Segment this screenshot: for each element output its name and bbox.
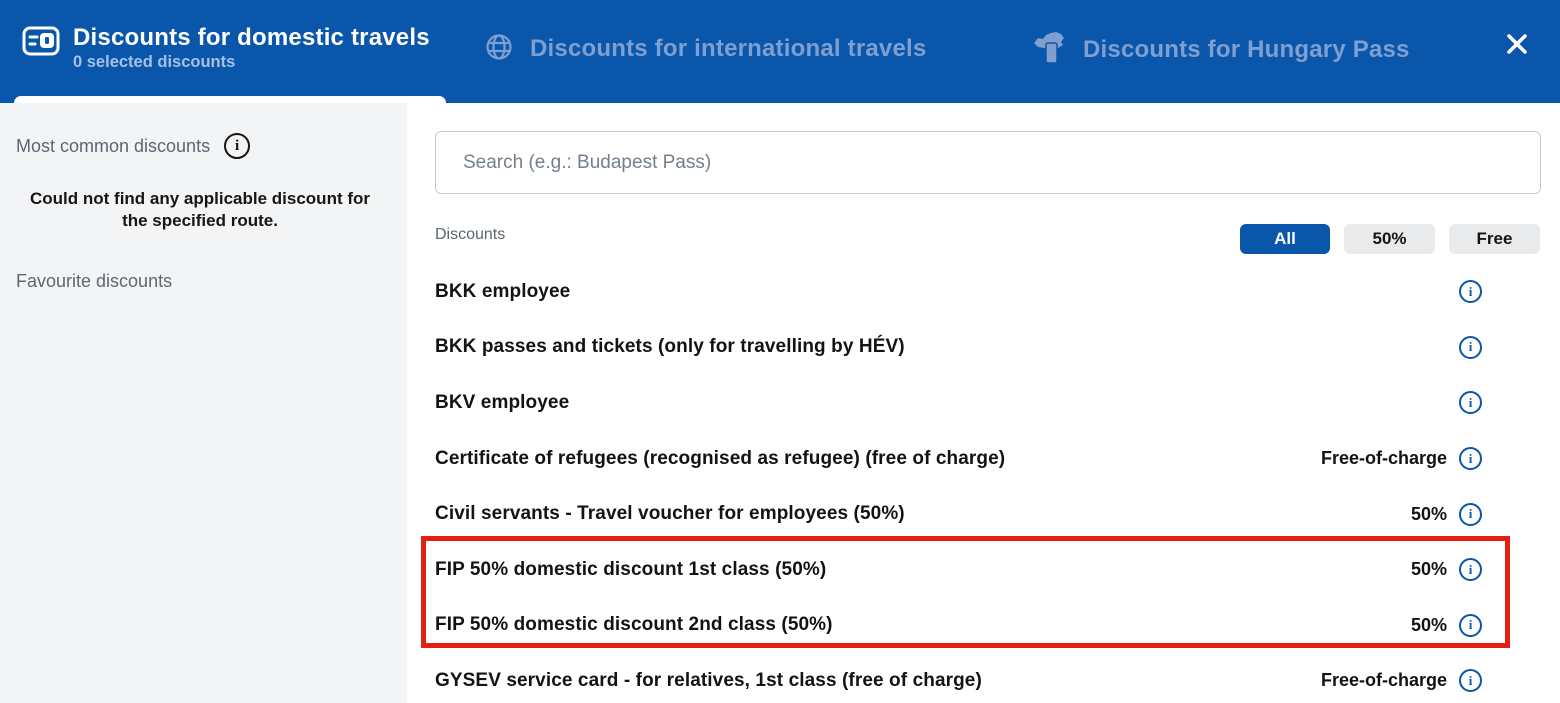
discount-row[interactable]: Civil servants - Travel voucher for empl… [435, 486, 1489, 542]
discount-title: BKV employee [435, 391, 570, 413]
header-bar: Discounts for domestic travels 0 selecte… [0, 0, 1560, 103]
filter-free-button[interactable]: Free [1449, 224, 1540, 254]
most-common-discounts-section: Most common discounts i [16, 133, 251, 159]
tab-international-discounts[interactable]: Discounts for international travels [485, 33, 926, 66]
discount-row[interactable]: BKV employee i [435, 375, 1489, 431]
discount-list: BKK employee i BKK passes and tickets (onl… [435, 264, 1489, 703]
discount-row[interactable]: Certificate of refugees (recognised as r… [435, 431, 1489, 487]
tab-hungary-pass[interactable]: Discounts for Hungary Pass [1030, 29, 1410, 72]
most-common-discounts-label: Most common discounts [16, 135, 211, 156]
info-icon[interactable]: i [1459, 558, 1482, 582]
info-icon[interactable]: i [1459, 613, 1482, 637]
tab-hungary-label: Discounts for Hungary Pass [1083, 36, 1410, 64]
main-panel: Discounts All 50% Free BKK employeeiBKK … [407, 103, 1560, 703]
globe-icon [485, 33, 513, 66]
info-icon[interactable]: i [224, 133, 251, 159]
discount-title: GYSEV service card - for relatives, 1st … [435, 669, 982, 691]
discount-value: 50% [1410, 614, 1447, 635]
filter-50-percent-button[interactable]: 50% [1344, 224, 1435, 254]
discount-value: 50% [1410, 559, 1447, 580]
tab-domestic-label: Discounts for domestic travels [73, 24, 430, 51]
discount-value: Free-of-charge [1320, 448, 1447, 469]
info-icon[interactable]: i [1459, 502, 1482, 526]
hungary-pass-icon [1030, 29, 1070, 72]
favourite-discounts-section: Favourite discounts [16, 271, 172, 292]
close-button[interactable] [1503, 32, 1531, 60]
discount-title: BKK passes and tickets (only for travell… [435, 336, 905, 358]
info-icon[interactable]: i [1459, 335, 1482, 359]
info-icon[interactable]: i [1459, 391, 1482, 415]
active-tab-indicator [14, 96, 446, 103]
filter-all-button[interactable]: All [1240, 224, 1330, 254]
discount-card-icon [22, 25, 60, 62]
discount-title: FIP 50% domestic discount 1st class (50%… [435, 558, 827, 580]
favourite-discounts-label: Favourite discounts [16, 271, 173, 291]
discount-title: Civil servants - Travel voucher for empl… [435, 503, 905, 525]
discount-row[interactable]: BKK employee i [435, 264, 1489, 320]
discount-row[interactable]: FIP 50% domestic discount 1st class (50%… [435, 542, 1489, 598]
info-icon[interactable]: i [1459, 447, 1482, 471]
info-icon[interactable]: i [1459, 280, 1482, 304]
close-icon [1505, 32, 1529, 61]
selected-discounts-count: 0 selected discounts [73, 53, 236, 72]
discount-row[interactable]: BKK passes and tickets (only for travell… [435, 320, 1489, 376]
discount-title: FIP 50% domestic discount 2nd class (50%… [435, 614, 833, 636]
tab-domestic-discounts[interactable]: Discounts for domestic travels 0 selecte… [22, 24, 430, 72]
discount-title: Certificate of refugees (recognised as r… [435, 447, 1006, 469]
discount-row[interactable]: GYSEV service card - for relatives, 1st … [435, 653, 1489, 703]
discount-title: BKK employee [435, 280, 571, 302]
search-input[interactable] [435, 131, 1541, 194]
discount-value: 50% [1410, 503, 1447, 524]
discount-value: Free-of-charge [1320, 670, 1447, 691]
no-discount-message: Could not find any applicable discount f… [30, 189, 370, 231]
sidebar: Most common discounts i Could not find a… [0, 103, 407, 703]
discounts-list-label: Discounts [435, 226, 506, 243]
discount-row[interactable]: FIP 50% domestic discount 2nd class (50%… [435, 598, 1489, 654]
info-icon[interactable]: i [1459, 669, 1482, 693]
tab-international-label: Discounts for international travels [530, 35, 927, 63]
